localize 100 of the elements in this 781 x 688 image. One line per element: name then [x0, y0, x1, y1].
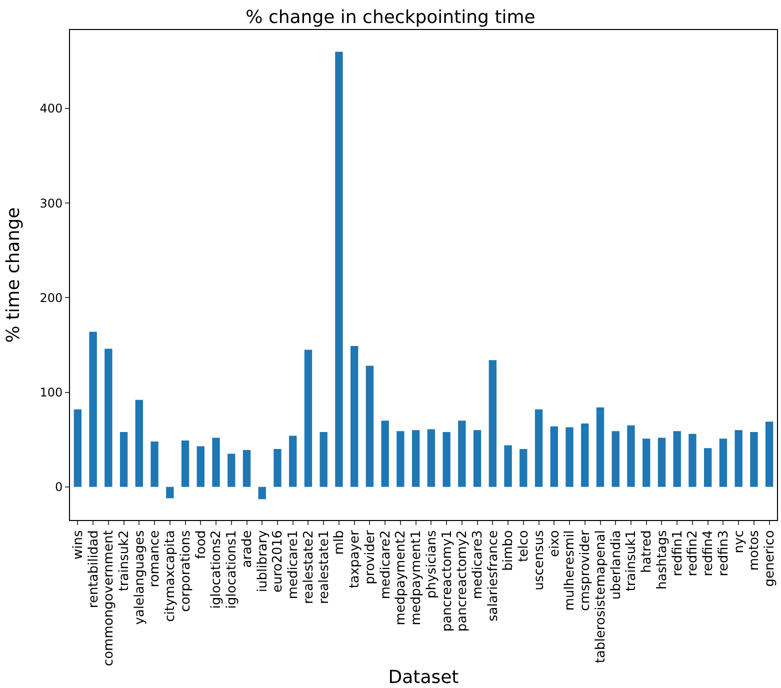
- bar: [520, 449, 528, 487]
- bar: [196, 446, 204, 487]
- x-tick-label: tablerosistemapenal: [593, 530, 608, 664]
- x-tick-label: uberlandia: [608, 530, 624, 600]
- y-axis-title: % time change: [2, 207, 24, 343]
- bar: [596, 407, 604, 487]
- bar: [504, 445, 512, 487]
- x-tick-label: medicare1: [286, 530, 302, 600]
- bar: [566, 427, 574, 487]
- bar: [381, 420, 389, 487]
- bar: [166, 486, 174, 498]
- x-tick-label: euro2016: [270, 530, 286, 593]
- x-tick-label: mulheresmil: [562, 530, 578, 611]
- bar: [473, 430, 482, 487]
- x-tick-label: realestate2: [301, 530, 316, 604]
- x-tick-label: iublibrary: [255, 530, 270, 592]
- x-tick-label: iglocations1: [224, 530, 240, 609]
- y-tick-label: 300: [40, 196, 63, 210]
- x-tick-label: motos: [747, 530, 762, 571]
- bar: [550, 426, 558, 487]
- x-tick-label: cmsprovider: [578, 530, 594, 611]
- bar: [688, 434, 696, 487]
- x-tick-label: redfin4: [701, 530, 716, 576]
- bar: [366, 366, 374, 487]
- x-tick-label: provider: [362, 530, 378, 584]
- x-tick-label: medicare3: [470, 530, 486, 600]
- x-tick-label: hashtags: [654, 530, 670, 590]
- bar: [719, 438, 728, 487]
- bar: [442, 432, 450, 487]
- y-tick-label: 100: [40, 386, 63, 400]
- x-tick-label: eixo: [547, 530, 562, 558]
- x-tick-label: commongovernment: [102, 530, 117, 666]
- bar: [750, 432, 758, 487]
- x-tick-label: redfin1: [670, 530, 686, 576]
- bar: [396, 431, 404, 487]
- y-tick-label: 400: [40, 102, 63, 116]
- bar: [458, 420, 466, 487]
- x-tick-label: wins: [70, 530, 86, 560]
- x-tick-label: taxpayer: [348, 530, 363, 588]
- x-tick-label: medpayment1: [409, 530, 424, 626]
- x-tick-label: trainsuk1: [624, 530, 640, 592]
- x-tick-label: physicians: [424, 530, 440, 599]
- bar: [642, 438, 650, 487]
- x-tick-label: pancreactomy2: [455, 530, 470, 632]
- bar: [74, 409, 82, 487]
- x-tick-label: telco: [516, 530, 532, 562]
- bar: [350, 346, 358, 487]
- x-tick-label: hatred: [640, 530, 655, 573]
- x-tick-label: corporations: [178, 530, 194, 612]
- x-tick-label: rentabilidad: [86, 530, 102, 608]
- x-tick-label: mlb: [332, 530, 348, 555]
- bar: [335, 52, 343, 487]
- x-tick-label: salariesfrance: [486, 530, 501, 622]
- bar: [135, 400, 144, 487]
- bar: [581, 424, 589, 487]
- x-tick-label: iglocations2: [209, 530, 224, 609]
- bar: [320, 432, 328, 487]
- x-tick-label: uscensus: [532, 530, 547, 590]
- chart-title: % change in checkpointing time: [246, 6, 536, 28]
- bar: [427, 429, 436, 487]
- x-axis-title: Dataset: [388, 667, 459, 688]
- bar: [765, 422, 774, 487]
- x-tick-label: redfin2: [686, 530, 701, 576]
- bar: [228, 454, 236, 487]
- x-tick-label: trainsuk2: [117, 530, 132, 592]
- x-tick-label: medicare2: [378, 530, 394, 600]
- bar: [627, 425, 635, 487]
- bar: [274, 449, 282, 487]
- bar: [534, 409, 543, 487]
- bar: [673, 431, 681, 487]
- bar: [120, 432, 128, 487]
- bar: [658, 438, 666, 487]
- bar: [212, 438, 220, 487]
- bar: [412, 430, 420, 487]
- x-tick-label: medpayment2: [394, 530, 409, 626]
- x-tick-label: bimbo: [501, 530, 516, 571]
- bar: [104, 348, 112, 487]
- bar: [704, 448, 712, 487]
- y-tick-label: 0: [54, 480, 63, 494]
- x-tick-label: nyc: [732, 530, 747, 554]
- bar: [612, 431, 620, 487]
- bar: [181, 440, 190, 487]
- x-tick-label: food: [194, 530, 209, 559]
- bar: [242, 450, 251, 487]
- x-tick-label: generico: [762, 530, 778, 587]
- x-tick-label: redfin3: [716, 530, 732, 576]
- x-tick-label: realestate1: [316, 530, 332, 604]
- x-tick-label: arade: [240, 530, 255, 568]
- bar: [258, 486, 266, 500]
- bar: [488, 360, 497, 487]
- bar: [150, 441, 158, 487]
- x-tick-label: yalelanguages: [132, 530, 148, 625]
- x-tick-label: pancreactomy1: [440, 530, 455, 632]
- bar: [304, 350, 312, 487]
- x-tick-label: romance: [148, 530, 163, 588]
- x-tick-label: citymaxcapita: [163, 530, 178, 622]
- bar: [89, 332, 97, 487]
- y-tick-label: 200: [40, 290, 63, 305]
- bar: [289, 436, 297, 487]
- bar: [734, 430, 742, 487]
